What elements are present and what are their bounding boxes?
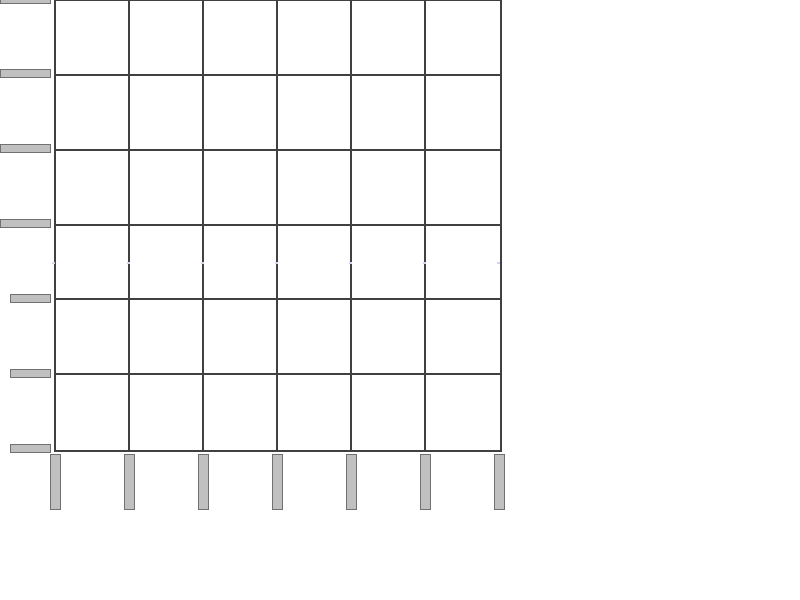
grid-cell[interactable] xyxy=(130,150,204,226)
grid-cell[interactable] xyxy=(130,300,204,376)
guide-mark xyxy=(201,262,204,264)
row-handle-4[interactable] xyxy=(10,294,51,303)
guide-mark xyxy=(497,262,500,264)
grid-cell[interactable] xyxy=(278,225,352,301)
grid-cell[interactable] xyxy=(130,75,204,151)
grid-cell[interactable] xyxy=(56,225,130,301)
grid-cell[interactable] xyxy=(426,1,500,76)
guide-mark xyxy=(127,262,130,264)
grid-cell[interactable] xyxy=(56,375,130,450)
grid-cell[interactable] xyxy=(426,75,500,151)
grid-cell[interactable] xyxy=(352,150,426,226)
grid-cell[interactable] xyxy=(204,75,278,151)
grid-cell[interactable] xyxy=(426,300,500,376)
grid-cell[interactable] xyxy=(204,375,278,450)
guide-mark xyxy=(275,262,278,264)
grid-board xyxy=(54,0,502,452)
grid-cell[interactable] xyxy=(426,225,500,301)
grid-cell[interactable] xyxy=(130,375,204,450)
grid-cell[interactable] xyxy=(352,75,426,151)
row-handle-5[interactable] xyxy=(10,369,51,378)
grid-cell[interactable] xyxy=(130,225,204,301)
grid-cell[interactable] xyxy=(204,300,278,376)
grid-cell[interactable] xyxy=(204,1,278,76)
column-handle-3[interactable] xyxy=(272,454,283,510)
grid-cell[interactable] xyxy=(426,150,500,226)
grid-cell[interactable] xyxy=(56,150,130,226)
grid-cell[interactable] xyxy=(278,75,352,151)
grid-cell[interactable] xyxy=(204,150,278,226)
grid-cell[interactable] xyxy=(426,375,500,450)
grid-cell[interactable] xyxy=(278,300,352,376)
grid-cell[interactable] xyxy=(56,1,130,76)
row-handle-6[interactable] xyxy=(10,444,51,453)
row-handle-0[interactable] xyxy=(0,0,51,4)
grid-cell[interactable] xyxy=(352,300,426,376)
column-handle-1[interactable] xyxy=(124,454,135,510)
row-handle-1[interactable] xyxy=(0,69,51,78)
column-handle-0[interactable] xyxy=(50,454,61,510)
row-handle-2[interactable] xyxy=(0,144,51,153)
grid-cell[interactable] xyxy=(278,375,352,450)
column-handle-2[interactable] xyxy=(198,454,209,510)
grid-cell[interactable] xyxy=(352,375,426,450)
grid-cell[interactable] xyxy=(352,225,426,301)
column-handle-4[interactable] xyxy=(346,454,357,510)
column-handle-5[interactable] xyxy=(420,454,431,510)
column-handle-6[interactable] xyxy=(494,454,505,510)
grid-cell[interactable] xyxy=(56,75,130,151)
guide-mark xyxy=(52,262,55,264)
guide-mark xyxy=(349,262,352,264)
grid-cell[interactable] xyxy=(204,225,278,301)
row-handle-3[interactable] xyxy=(0,219,51,228)
grid-cell[interactable] xyxy=(130,1,204,76)
guide-mark xyxy=(423,262,426,264)
grid-cell[interactable] xyxy=(352,1,426,76)
grid-cell[interactable] xyxy=(278,150,352,226)
grid-cell[interactable] xyxy=(278,1,352,76)
grid-cell[interactable] xyxy=(56,300,130,376)
